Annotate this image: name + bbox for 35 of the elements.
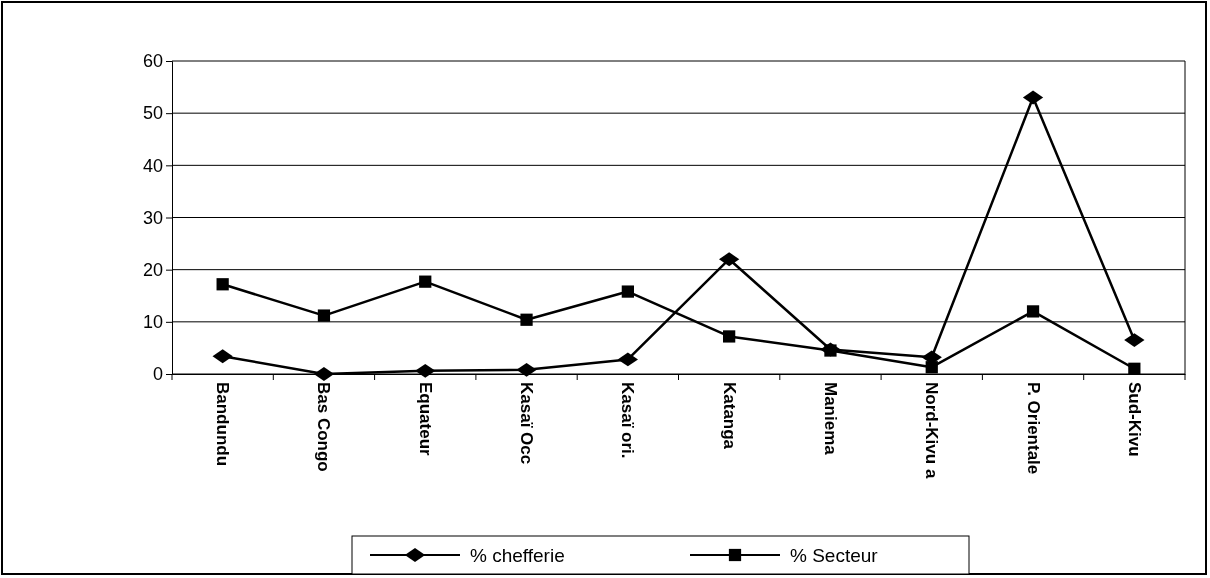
point — [516, 362, 537, 377]
y-tick-label: 60 — [142, 51, 163, 72]
point — [820, 342, 841, 357]
point — [216, 278, 229, 291]
x-tick-label: Bandundu — [213, 382, 233, 467]
point — [419, 275, 432, 288]
point — [617, 352, 638, 367]
point — [212, 349, 233, 364]
x-tick-label: P. Orientale — [1023, 382, 1043, 475]
x-tick-label: Nord-Kivu a — [922, 382, 942, 479]
y-tick-label: 50 — [142, 103, 163, 124]
x-tick-label: Bas Congo — [314, 382, 334, 472]
y-tick-label: 0 — [152, 364, 163, 385]
x-tick-label: Kasaï ori. — [618, 382, 638, 459]
point — [1128, 362, 1141, 375]
point — [921, 350, 942, 365]
y-tick-label: 10 — [142, 312, 163, 333]
y-tick-label: 30 — [142, 207, 163, 228]
point — [1026, 305, 1040, 318]
y-tick-label: 40 — [142, 155, 163, 176]
point — [621, 285, 634, 298]
point — [723, 330, 736, 343]
point — [415, 363, 436, 378]
x-tick-label: Katanga — [719, 382, 739, 450]
legend-label: % Secteur — [790, 544, 879, 566]
x-tick-label: Maniema — [821, 382, 840, 456]
y-tick-label: 20 — [142, 259, 163, 280]
point — [317, 309, 331, 322]
point — [719, 252, 740, 267]
x-tick-label: Kasaï Occ — [517, 382, 537, 465]
x-tick-label: Equateur — [415, 382, 435, 457]
x-tick-label: Sud-Kivu — [1124, 382, 1144, 457]
legend-label: % chefferie — [470, 544, 565, 566]
point — [520, 313, 533, 326]
point — [1124, 333, 1145, 348]
